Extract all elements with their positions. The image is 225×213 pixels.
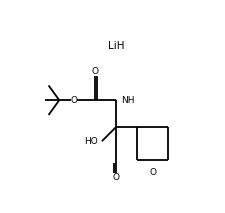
Text: HO: HO bbox=[84, 137, 97, 146]
Text: O: O bbox=[112, 173, 119, 182]
Text: O: O bbox=[70, 96, 77, 105]
Text: O: O bbox=[148, 168, 155, 177]
Text: LiH: LiH bbox=[107, 41, 124, 51]
Text: NH: NH bbox=[121, 96, 135, 105]
Text: O: O bbox=[91, 66, 98, 76]
